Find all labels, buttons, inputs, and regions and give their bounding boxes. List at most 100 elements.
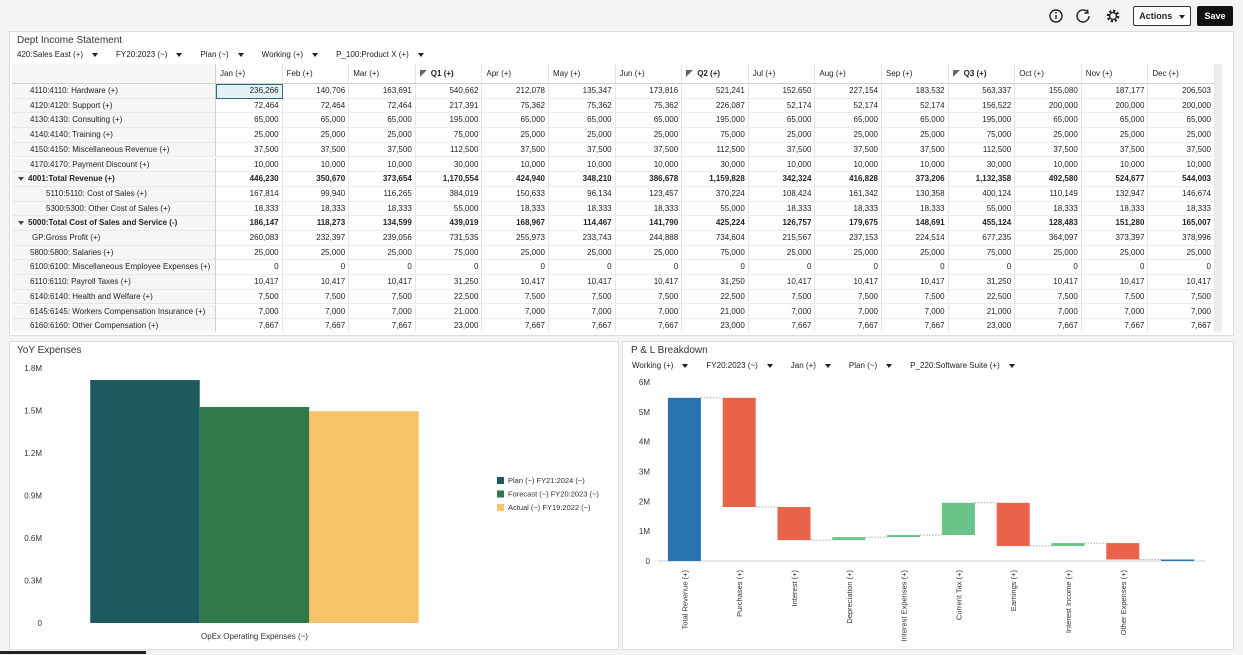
cell[interactable]: 167,814 bbox=[216, 186, 283, 202]
cell[interactable]: 72,464 bbox=[216, 98, 283, 114]
pov-dropdown[interactable]: Working (+) bbox=[262, 50, 319, 59]
cell[interactable]: 128,483 bbox=[1015, 216, 1082, 231]
cell[interactable]: 1,159,828 bbox=[682, 172, 749, 187]
cell[interactable]: 7,000 bbox=[549, 304, 616, 320]
cell[interactable]: 25,000 bbox=[1015, 128, 1082, 143]
cell[interactable]: 23,000 bbox=[682, 319, 749, 332]
cell[interactable]: 65,000 bbox=[1081, 113, 1149, 129]
cell[interactable]: 65,000 bbox=[349, 113, 416, 129]
cell[interactable]: 187,177 bbox=[1081, 84, 1149, 99]
cell[interactable]: 151,280 bbox=[1081, 216, 1149, 231]
cell[interactable]: 386,678 bbox=[615, 172, 683, 187]
pov-dropdown[interactable]: FY20:2023 (~) bbox=[706, 361, 773, 370]
cell[interactable]: 25,000 bbox=[815, 245, 882, 261]
cell[interactable]: 7,667 bbox=[815, 319, 882, 332]
cell[interactable]: 161,342 bbox=[815, 186, 882, 202]
cell[interactable]: 31,250 bbox=[682, 275, 749, 290]
column-header[interactable]: Mar (+) bbox=[349, 64, 416, 84]
column-header[interactable]: Q2 (+) bbox=[682, 64, 749, 84]
cell[interactable]: 7,667 bbox=[283, 319, 350, 332]
cell[interactable]: 37,500 bbox=[1015, 142, 1082, 158]
cell[interactable]: 156,522 bbox=[948, 98, 1016, 114]
cell[interactable]: 65,000 bbox=[216, 113, 283, 129]
cell[interactable]: 255,973 bbox=[482, 231, 549, 246]
cell[interactable]: 99,940 bbox=[282, 186, 350, 202]
cell[interactable]: 37,500 bbox=[882, 142, 949, 158]
cell[interactable]: 25,000 bbox=[482, 245, 549, 261]
cell[interactable]: 65,000 bbox=[549, 113, 616, 129]
cell[interactable]: 130,358 bbox=[882, 186, 949, 202]
cell[interactable]: 18,333 bbox=[282, 201, 350, 217]
scrollbar[interactable] bbox=[1215, 64, 1222, 332]
pov-dropdown[interactable]: Plan (~) bbox=[849, 361, 893, 370]
expand-icon[interactable] bbox=[686, 70, 694, 78]
cell[interactable]: 25,000 bbox=[282, 245, 350, 261]
cell[interactable]: 10,417 bbox=[549, 275, 616, 290]
cell[interactable]: 163,691 bbox=[349, 84, 416, 99]
cell[interactable]: 524,677 bbox=[1081, 172, 1149, 187]
cell[interactable]: 544,003 bbox=[1148, 172, 1215, 187]
cell[interactable]: 0 bbox=[748, 260, 816, 276]
cell[interactable]: 7,000 bbox=[815, 304, 882, 320]
row-header[interactable]: 4001:Total Revenue (+) bbox=[12, 172, 216, 187]
cell[interactable]: 237,153 bbox=[815, 231, 882, 246]
cell[interactable]: 232,397 bbox=[282, 231, 350, 246]
cell[interactable]: 373,397 bbox=[1081, 231, 1149, 246]
cell[interactable]: 1,170,554 bbox=[415, 172, 483, 187]
cell[interactable]: 563,337 bbox=[948, 84, 1016, 99]
cell[interactable]: 108,424 bbox=[748, 186, 816, 202]
cell[interactable]: 195,000 bbox=[682, 113, 749, 129]
cell[interactable]: 134,599 bbox=[349, 216, 416, 231]
cell[interactable]: 10,000 bbox=[549, 157, 616, 173]
cell[interactable]: 0 bbox=[282, 260, 350, 276]
cell[interactable]: 126,757 bbox=[748, 216, 816, 231]
cell[interactable]: 195,000 bbox=[948, 113, 1016, 129]
cell[interactable]: 200,000 bbox=[1081, 98, 1149, 114]
cell[interactable]: 37,500 bbox=[1081, 142, 1149, 158]
cell[interactable]: 30,000 bbox=[682, 157, 749, 173]
cell[interactable]: 25,000 bbox=[549, 245, 616, 261]
cell[interactable]: 155,080 bbox=[1015, 84, 1082, 99]
cell[interactable]: 7,500 bbox=[1015, 289, 1082, 305]
cell[interactable]: 25,000 bbox=[1081, 245, 1149, 261]
cell[interactable]: 200,000 bbox=[1015, 98, 1082, 114]
cell[interactable]: 10,417 bbox=[815, 275, 882, 290]
cell[interactable]: 10,417 bbox=[882, 275, 949, 290]
cell[interactable]: 30,000 bbox=[948, 157, 1016, 173]
cell[interactable]: 7,667 bbox=[1148, 319, 1215, 332]
cell[interactable]: 25,000 bbox=[1148, 128, 1215, 143]
cell[interactable]: 0 bbox=[1148, 260, 1215, 276]
cell[interactable]: 150,633 bbox=[482, 186, 549, 202]
cell[interactable]: 7,667 bbox=[216, 319, 283, 332]
cell[interactable]: 7,500 bbox=[615, 289, 683, 305]
column-header[interactable]: Apr (+) bbox=[482, 64, 549, 84]
cell[interactable]: 7,000 bbox=[615, 304, 683, 320]
cell[interactable]: 7,667 bbox=[616, 319, 683, 332]
cell[interactable]: 10,417 bbox=[615, 275, 683, 290]
cell[interactable]: 224,514 bbox=[882, 231, 949, 246]
cell[interactable]: 7,500 bbox=[349, 289, 416, 305]
cell[interactable]: 10,000 bbox=[282, 157, 350, 173]
cell[interactable]: 206,503 bbox=[1148, 84, 1215, 99]
cell[interactable]: 7,000 bbox=[1081, 304, 1149, 320]
cell[interactable]: 25,000 bbox=[748, 245, 816, 261]
cell[interactable]: 734,604 bbox=[682, 231, 749, 246]
cell[interactable]: 72,464 bbox=[282, 98, 350, 114]
cell[interactable]: 195,000 bbox=[415, 113, 483, 129]
cell[interactable]: 25,000 bbox=[815, 128, 882, 143]
cell[interactable]: 75,362 bbox=[482, 98, 549, 114]
cell[interactable]: 18,333 bbox=[549, 201, 616, 217]
cell[interactable]: 18,333 bbox=[216, 201, 283, 217]
cell[interactable]: 135,347 bbox=[549, 84, 616, 99]
column-header[interactable]: May (+) bbox=[549, 64, 616, 84]
cell[interactable]: 55,000 bbox=[948, 201, 1016, 217]
cell[interactable]: 65,000 bbox=[482, 113, 549, 129]
cell[interactable]: 25,000 bbox=[216, 245, 283, 261]
cell[interactable]: 7,000 bbox=[282, 304, 350, 320]
cell[interactable]: 25,000 bbox=[882, 128, 949, 143]
cell[interactable]: 37,500 bbox=[1148, 142, 1215, 158]
cell[interactable]: 236,266 bbox=[216, 84, 283, 99]
cell[interactable]: 0 bbox=[1015, 260, 1082, 276]
column-header[interactable]: Jul (+) bbox=[748, 64, 816, 84]
cell[interactable]: 75,000 bbox=[415, 245, 483, 261]
